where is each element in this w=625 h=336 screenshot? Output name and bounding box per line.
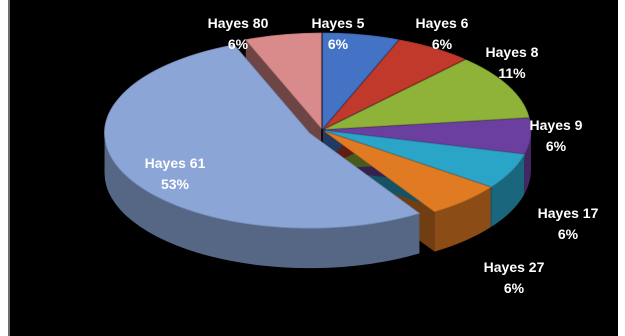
slice-percent-label: 53% xyxy=(161,176,190,192)
pie-side-hayes-17 xyxy=(491,154,525,227)
pie-tops xyxy=(104,32,532,229)
pie-side-hayes-61 xyxy=(104,133,420,269)
pie-slice-hayes-5 xyxy=(322,32,399,130)
slice-percent-label: 6% xyxy=(546,138,567,154)
slice-percent-label: 6% xyxy=(504,280,525,296)
slice-name-label: Hayes 8 xyxy=(486,44,539,60)
slice-percent-label: 6% xyxy=(328,36,349,52)
slice-name-label: Hayes 80 xyxy=(208,15,269,31)
pie-slice-hayes-17 xyxy=(325,130,525,188)
pie-slice-hayes-9 xyxy=(325,117,532,155)
right-margin xyxy=(618,0,625,336)
slice-name-label: Hayes 9 xyxy=(530,117,583,133)
slice-percent-label: 6% xyxy=(432,36,453,52)
slice-percent-label: 11% xyxy=(498,65,526,81)
slice-percent-label: 6% xyxy=(228,36,249,52)
slice-name-label: Hayes 17 xyxy=(538,205,599,221)
slice-name-label: Hayes 61 xyxy=(145,155,206,171)
pie-side-hayes-27 xyxy=(434,187,491,252)
pie-slice-hayes-27 xyxy=(324,131,492,213)
pie-slice-hayes-61 xyxy=(104,44,421,229)
slice-name-label: Hayes 6 xyxy=(416,15,469,31)
slice-name-label: Hayes 27 xyxy=(484,259,545,275)
slice-percent-label: 6% xyxy=(558,226,579,242)
pie-slice-hayes-6 xyxy=(323,39,466,129)
pie-side-hayes-9 xyxy=(524,130,531,194)
pie-slice-hayes-8 xyxy=(325,59,530,130)
pie-slice-hayes-80 xyxy=(245,32,322,130)
slice-name-label: Hayes 5 xyxy=(312,15,365,31)
pie-labels: Hayes 5 6% Hayes 6 6% Hayes 8 11% Hayes 9 6% Hay… xyxy=(145,15,599,296)
